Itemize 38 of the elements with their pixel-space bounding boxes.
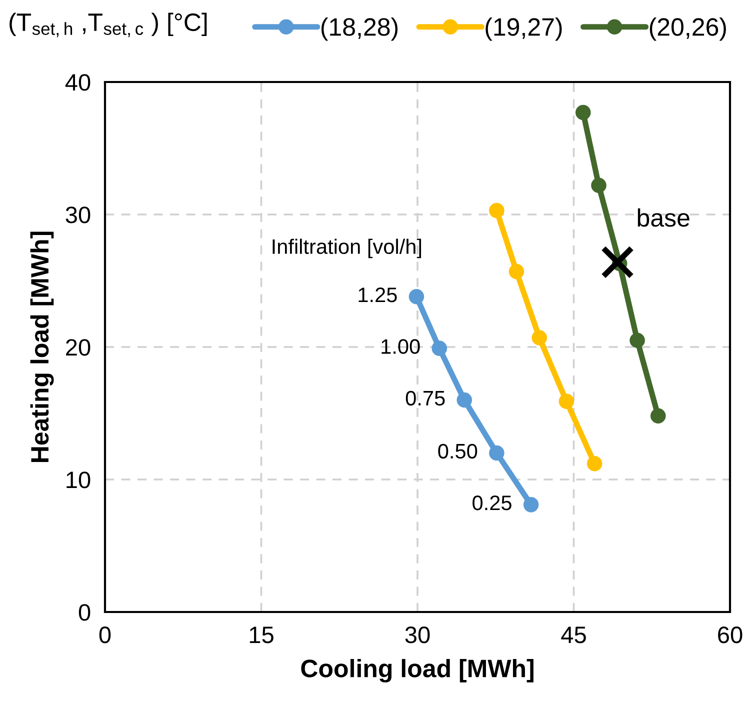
annotation: 1.25	[358, 287, 397, 302]
point	[575, 104, 591, 120]
point	[630, 332, 645, 348]
legend-label: (18,28)	[321, 18, 398, 41]
point	[456, 392, 472, 408]
legend-label: (20,26)	[650, 18, 726, 41]
y-tick-label: 20	[66, 339, 90, 356]
x-tick-label: 30	[405, 626, 430, 644]
point	[508, 264, 524, 280]
annotation: base	[638, 208, 690, 227]
y-tick-label: 10	[66, 472, 90, 488]
x-tick-label: 0	[99, 626, 111, 644]
x-tick-label: 60	[718, 626, 742, 644]
point	[558, 394, 574, 409]
point	[586, 456, 602, 472]
point	[532, 330, 548, 346]
y-tick-label: 0	[78, 604, 90, 621]
point	[408, 289, 424, 304]
point	[600, 246, 634, 279]
y-tick-label: 40	[65, 74, 90, 91]
y-axis-title: Heating load [MWh]	[30, 232, 54, 462]
legend-label: (19,27)	[486, 18, 562, 41]
x-tick-label: 45	[561, 626, 586, 644]
x-tick-label: 15	[250, 626, 274, 644]
y-tick-label: 30	[66, 206, 90, 224]
annotation: 0.75	[406, 390, 445, 406]
x-axis-title: Cooling load [MWh]	[301, 659, 534, 682]
legend-title: (T$_{set,h}$ ,T$_{set,c}$ ) [°C]	[10, 12, 207, 38]
annotation: 0.25	[472, 496, 512, 510]
point	[650, 408, 666, 424]
point	[489, 445, 504, 461]
point	[489, 202, 504, 218]
point	[523, 497, 539, 512]
point	[432, 340, 448, 356]
annotation: 0.50	[438, 444, 478, 459]
annotation: 1.00	[382, 339, 420, 354]
point	[591, 178, 606, 193]
annotation: Infiltration [vol/h]	[272, 238, 422, 258]
